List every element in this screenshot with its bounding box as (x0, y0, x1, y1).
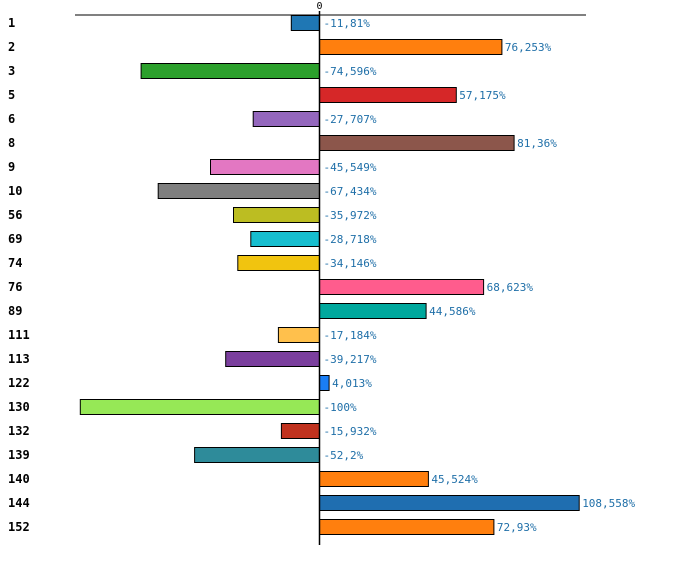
bar-144 (319, 495, 580, 511)
category-label-2: 2 (8, 40, 15, 54)
value-label-1: -11,81% (324, 17, 371, 30)
value-label-139: -52,2% (324, 449, 364, 462)
category-label-130: 130 (8, 400, 30, 414)
category-label-69: 69 (8, 232, 22, 246)
zero-tick-label: 0 (316, 1, 322, 12)
bar-132 (280, 423, 320, 439)
value-label-89: 44,586% (429, 305, 476, 318)
bar-2 (319, 39, 503, 55)
value-label-3: -74,596% (324, 65, 377, 78)
category-label-122: 122 (8, 376, 30, 390)
value-label-56: -35,972% (324, 209, 377, 222)
bar-69 (250, 231, 320, 247)
value-label-122: 4,013% (332, 377, 372, 390)
bar-122 (319, 375, 330, 391)
value-label-111: -17,184% (324, 329, 377, 342)
bar-89 (319, 303, 427, 319)
bar-111 (277, 327, 320, 343)
bar-9 (210, 159, 320, 175)
value-label-144: 108,558% (582, 497, 635, 510)
category-label-5: 5 (8, 88, 15, 102)
value-label-113: -39,217% (324, 353, 377, 366)
value-label-69: -28,718% (324, 233, 377, 246)
value-label-74: -34,146% (324, 257, 377, 270)
bar-140 (319, 471, 429, 487)
value-label-6: -27,707% (324, 113, 377, 126)
category-label-76: 76 (8, 280, 22, 294)
category-label-144: 144 (8, 496, 30, 510)
bar-8 (319, 135, 515, 151)
value-label-5: 57,175% (459, 89, 506, 102)
category-label-74: 74 (8, 256, 22, 270)
value-label-8: 81,36% (517, 137, 557, 150)
category-label-139: 139 (8, 448, 30, 462)
bar-139 (194, 447, 321, 463)
category-label-111: 111 (8, 328, 30, 342)
bar-76 (319, 279, 485, 295)
category-label-1: 1 (8, 16, 15, 30)
category-label-10: 10 (8, 184, 22, 198)
category-label-6: 6 (8, 112, 15, 126)
category-label-56: 56 (8, 208, 22, 222)
category-label-113: 113 (8, 352, 30, 366)
bar-5 (319, 87, 457, 103)
value-label-2: 76,253% (505, 41, 552, 54)
category-label-3: 3 (8, 64, 15, 78)
bar-152 (319, 519, 495, 535)
bar-130 (79, 399, 320, 415)
value-label-76: 68,623% (487, 281, 534, 294)
bar-3 (140, 63, 320, 79)
bar-74 (237, 255, 320, 271)
bar-6 (252, 111, 320, 127)
value-label-152: 72,93% (497, 521, 537, 534)
bars-layer (79, 15, 580, 535)
value-label-140: 45,524% (431, 473, 478, 486)
value-label-132: -15,932% (324, 425, 377, 438)
category-label-132: 132 (8, 424, 30, 438)
bar-10 (157, 183, 320, 199)
category-label-9: 9 (8, 160, 15, 174)
bar-1 (290, 15, 320, 31)
value-label-10: -67,434% (324, 185, 377, 198)
category-label-152: 152 (8, 520, 30, 534)
bar-113 (225, 351, 320, 367)
bar-56 (233, 207, 320, 223)
value-label-9: -45,549% (324, 161, 377, 174)
category-label-89: 89 (8, 304, 22, 318)
category-label-8: 8 (8, 136, 15, 150)
category-label-140: 140 (8, 472, 30, 486)
labels-layer: 1 -11,81% 2 76,253% 3 -74,596% 5 57,175% 6 -27,70… (8, 16, 636, 534)
value-label-130: -100% (324, 401, 357, 414)
